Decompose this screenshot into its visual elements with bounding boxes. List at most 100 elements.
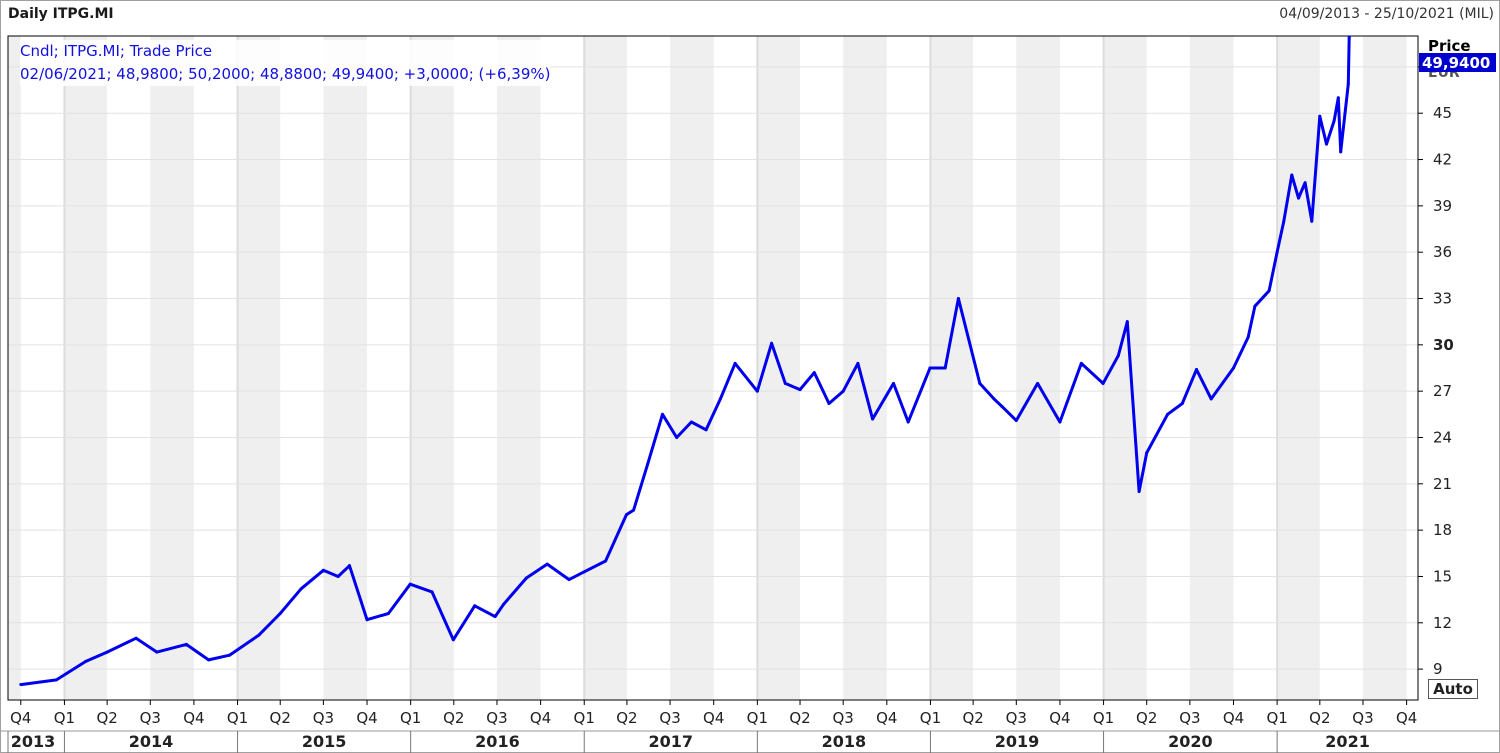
- price-point: [1145, 451, 1149, 455]
- price-point: [856, 361, 860, 365]
- last-price-marker: [1419, 53, 1496, 72]
- price-point: [1347, 35, 1351, 39]
- price-point: [1267, 289, 1271, 293]
- year-label: 2013: [11, 732, 56, 751]
- price-point: [54, 678, 58, 682]
- price-point: [783, 381, 787, 385]
- price-point: [1058, 420, 1062, 424]
- quarter-tick-label: Q4: [10, 709, 31, 727]
- quarter-band: [1189, 36, 1234, 700]
- quarter-band: [410, 36, 454, 700]
- quarter-band: [496, 36, 541, 700]
- price-point: [1310, 219, 1314, 223]
- price-point: [660, 412, 664, 416]
- price-point: [992, 397, 996, 401]
- price-point: [1014, 419, 1018, 423]
- price-point: [1332, 119, 1336, 123]
- price-point: [502, 602, 506, 606]
- year-label: 2019: [995, 732, 1040, 751]
- quarter-band: [1277, 36, 1320, 700]
- price-point: [451, 638, 455, 642]
- quarter-tick-label: Q1: [1266, 709, 1287, 727]
- quarter-tick-label: Q4: [356, 709, 377, 727]
- price-point: [336, 574, 340, 578]
- price-point: [257, 633, 261, 637]
- quarter-tick-label: Q3: [486, 709, 507, 727]
- quarter-tick-label: Q2: [616, 709, 637, 727]
- y-tick-label: 9: [1433, 660, 1443, 678]
- price-point: [1296, 196, 1300, 200]
- y-tick-label: 21: [1433, 475, 1452, 493]
- year-label: 2018: [822, 732, 867, 751]
- y-tick-label: 30: [1433, 336, 1454, 354]
- price-point: [408, 582, 412, 586]
- auto-scale-button[interactable]: Auto: [1428, 679, 1478, 699]
- quarter-tick-label: Q2: [962, 709, 983, 727]
- quarter-tick-label: Q2: [789, 709, 810, 727]
- price-point: [134, 636, 138, 640]
- price-point: [386, 612, 390, 616]
- quarter-tick-label: Q4: [876, 709, 897, 727]
- price-point: [582, 570, 586, 574]
- quarter-tick-label: Q4: [1223, 709, 1244, 727]
- price-point: [430, 590, 434, 594]
- price-point: [1116, 354, 1120, 358]
- price-point: [278, 612, 282, 616]
- chart-legend: Cndl; ITPG.MI; Trade Price 02/06/2021; 4…: [20, 40, 551, 86]
- price-series-line: [20, 36, 1351, 687]
- price-point: [770, 341, 774, 345]
- price-point: [545, 562, 549, 566]
- price-point: [567, 578, 571, 582]
- quarter-tick-label: Q1: [920, 709, 941, 727]
- price-point: [1318, 114, 1322, 118]
- price-point: [841, 389, 845, 393]
- price-point: [646, 462, 650, 466]
- y-tick-label: 39: [1433, 197, 1452, 215]
- price-point: [347, 564, 351, 568]
- y-axis-label: Price: [1428, 37, 1471, 55]
- year-label: 2021: [1325, 732, 1370, 751]
- price-point: [19, 683, 23, 687]
- price-point: [624, 513, 628, 517]
- quarter-tick-label: Q4: [1396, 709, 1417, 727]
- legend-series-name: Cndl; ITPG.MI; Trade Price: [20, 42, 213, 60]
- quarter-tick-label: Q1: [747, 709, 768, 727]
- price-point: [1166, 412, 1170, 416]
- price-point: [299, 587, 303, 591]
- price-point: [1137, 490, 1141, 494]
- price-point: [155, 650, 159, 654]
- quarter-tick-label: Q3: [1352, 709, 1373, 727]
- quarter-tick-label: Q3: [659, 709, 680, 727]
- price-point: [1209, 397, 1213, 401]
- quarter-tick-label: Q2: [443, 709, 464, 727]
- legend-ohlc-values: 02/06/2021; 48,9800; 50,2000; 48,8800; 4…: [20, 65, 551, 83]
- quarter-tick-label: Q4: [530, 709, 551, 727]
- quarter-tick-label: Q3: [1179, 709, 1200, 727]
- quarter-tick-label: Q4: [183, 709, 204, 727]
- price-point: [978, 381, 982, 385]
- price-point: [689, 420, 693, 424]
- year-label: 2016: [475, 732, 520, 751]
- quarter-tick-label: Q4: [1049, 709, 1070, 727]
- price-point: [1125, 320, 1129, 324]
- year-label: 2014: [129, 732, 174, 751]
- year-label: 2017: [649, 732, 694, 751]
- price-point: [524, 576, 528, 580]
- price-point: [1232, 366, 1236, 370]
- price-point: [321, 568, 325, 572]
- price-point: [1195, 368, 1199, 372]
- price-point: [1036, 381, 1040, 385]
- quarter-tick-label: Q1: [400, 709, 421, 727]
- price-point: [956, 297, 960, 301]
- price-point: [1275, 250, 1279, 254]
- quarter-band: [8, 36, 21, 700]
- chart-title: Daily ITPG.MI: [8, 6, 114, 22]
- price-point: [1180, 402, 1184, 406]
- quarter-tick-label: Q2: [1309, 709, 1330, 727]
- price-point: [704, 428, 708, 432]
- quarter-band: [64, 36, 108, 700]
- y-tick-label: 12: [1433, 614, 1452, 632]
- quarter-tick-label: Q3: [833, 709, 854, 727]
- price-point: [1101, 381, 1105, 385]
